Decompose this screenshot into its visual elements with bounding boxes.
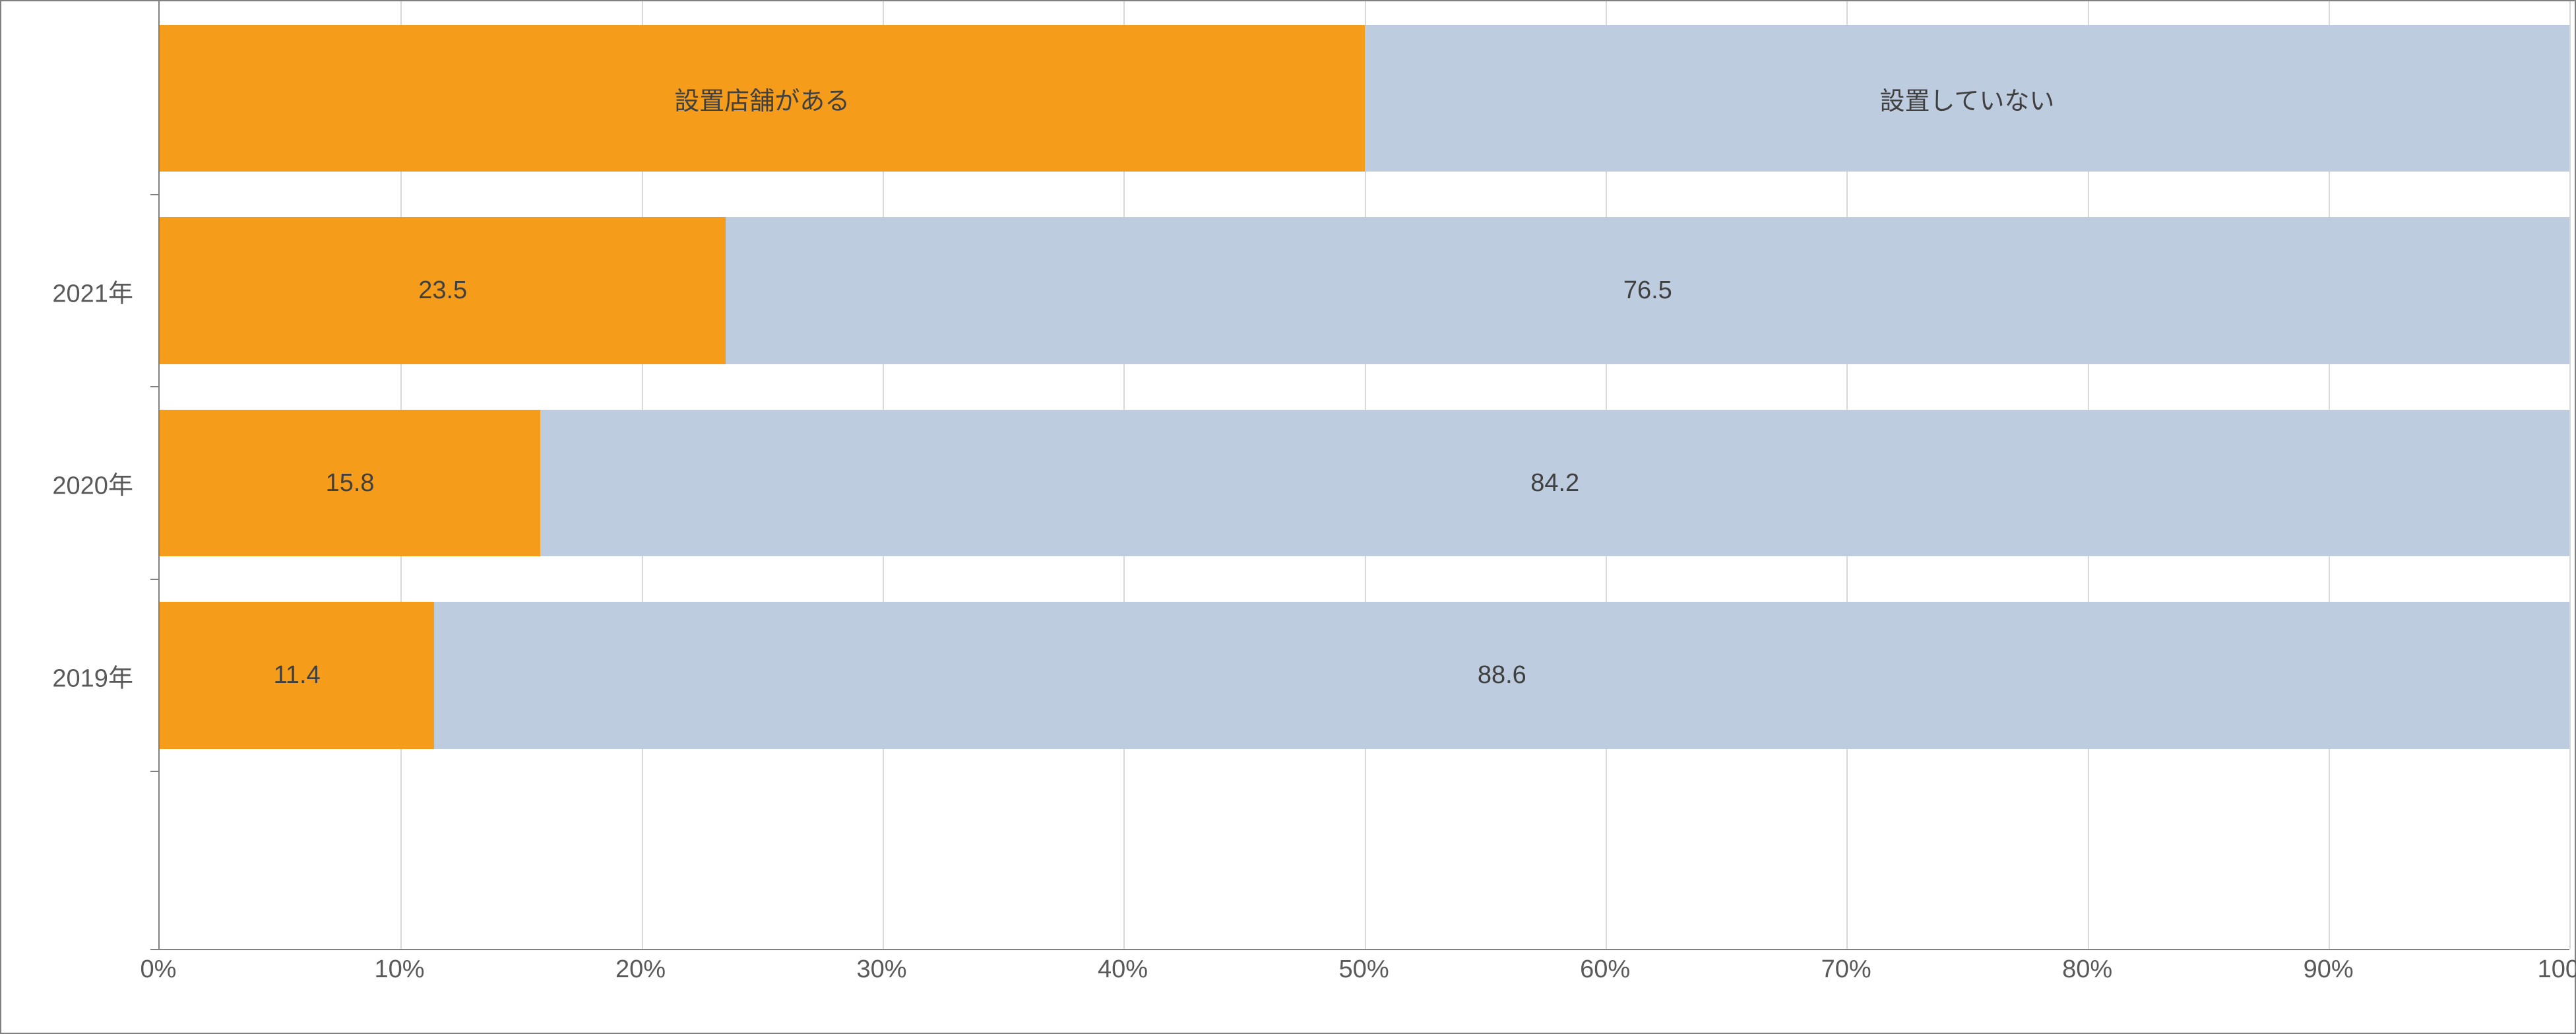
bar-segment-series-0: 11.4 [160,602,434,749]
chart-frame: 設置店舗がある 設置していない 2021年 23.5 76.5 2020年 15… [0,0,2576,1034]
grid-line [2569,1,2571,949]
bar-value-label: 88.6 [1478,661,1526,690]
x-axis-tick-label: 80% [2062,955,2112,984]
bar-value-label: 23.5 [418,276,467,305]
x-axis-tick-label: 60% [1580,955,1630,984]
y-axis-category-label: 2020年 [52,465,160,501]
x-axis-tick-label: 30% [856,955,906,984]
bar-row-2020: 2020年 15.8 84.2 [160,410,2569,557]
x-axis: 0% 10% 20% 30% 40% 50% 60% 70% 80% 90% 1… [158,950,2569,1033]
bar-row-2019: 2019年 11.4 88.6 [160,602,2569,749]
y-axis-category-label: 2021年 [52,273,160,309]
plot-area: 設置店舗がある 設置していない 2021年 23.5 76.5 2020年 15… [158,1,2569,950]
bar-segment-series-0: 23.5 [160,217,726,364]
bar-segment-series-1: 76.5 [726,217,2569,364]
x-axis-tick-label: 90% [2304,955,2354,984]
x-axis-tick-label: 0% [140,955,176,984]
y-axis-tick [150,579,160,580]
legend-row: 設置店舗がある 設置していない [160,25,2569,172]
x-axis-tick-label: 10% [374,955,424,984]
bar-segment-series-1: 88.6 [434,602,2569,749]
y-axis-tick [150,194,160,195]
x-axis-tick-label: 50% [1339,955,1389,984]
bar-row-2021: 2021年 23.5 76.5 [160,217,2569,364]
bar-segment-series-1: 84.2 [540,410,2569,557]
y-axis-category-label: 2019年 [52,657,160,694]
x-axis-tick-label: 70% [1821,955,1871,984]
bar-value-label: 15.8 [326,469,375,498]
bar-value-label: 76.5 [1623,276,1672,305]
bar-value-label: 84.2 [1530,469,1579,498]
bar-segment-series-0: 15.8 [160,410,540,557]
bar-value-label: 11.4 [274,661,321,690]
legend-swatch-series-1: 設置していない [1365,25,2570,172]
legend-label-series-0: 設置店舗がある [674,81,850,117]
y-axis-tick [150,386,160,387]
legend-swatch-series-0: 設置店舗がある [160,25,1365,172]
legend-label-series-1: 設置していない [1879,81,2054,117]
x-axis-tick-label: 20% [615,955,666,984]
x-axis-tick-label: 40% [1098,955,1148,984]
x-axis-tick-label: 100% [2538,955,2576,984]
y-axis-tick [150,771,160,772]
